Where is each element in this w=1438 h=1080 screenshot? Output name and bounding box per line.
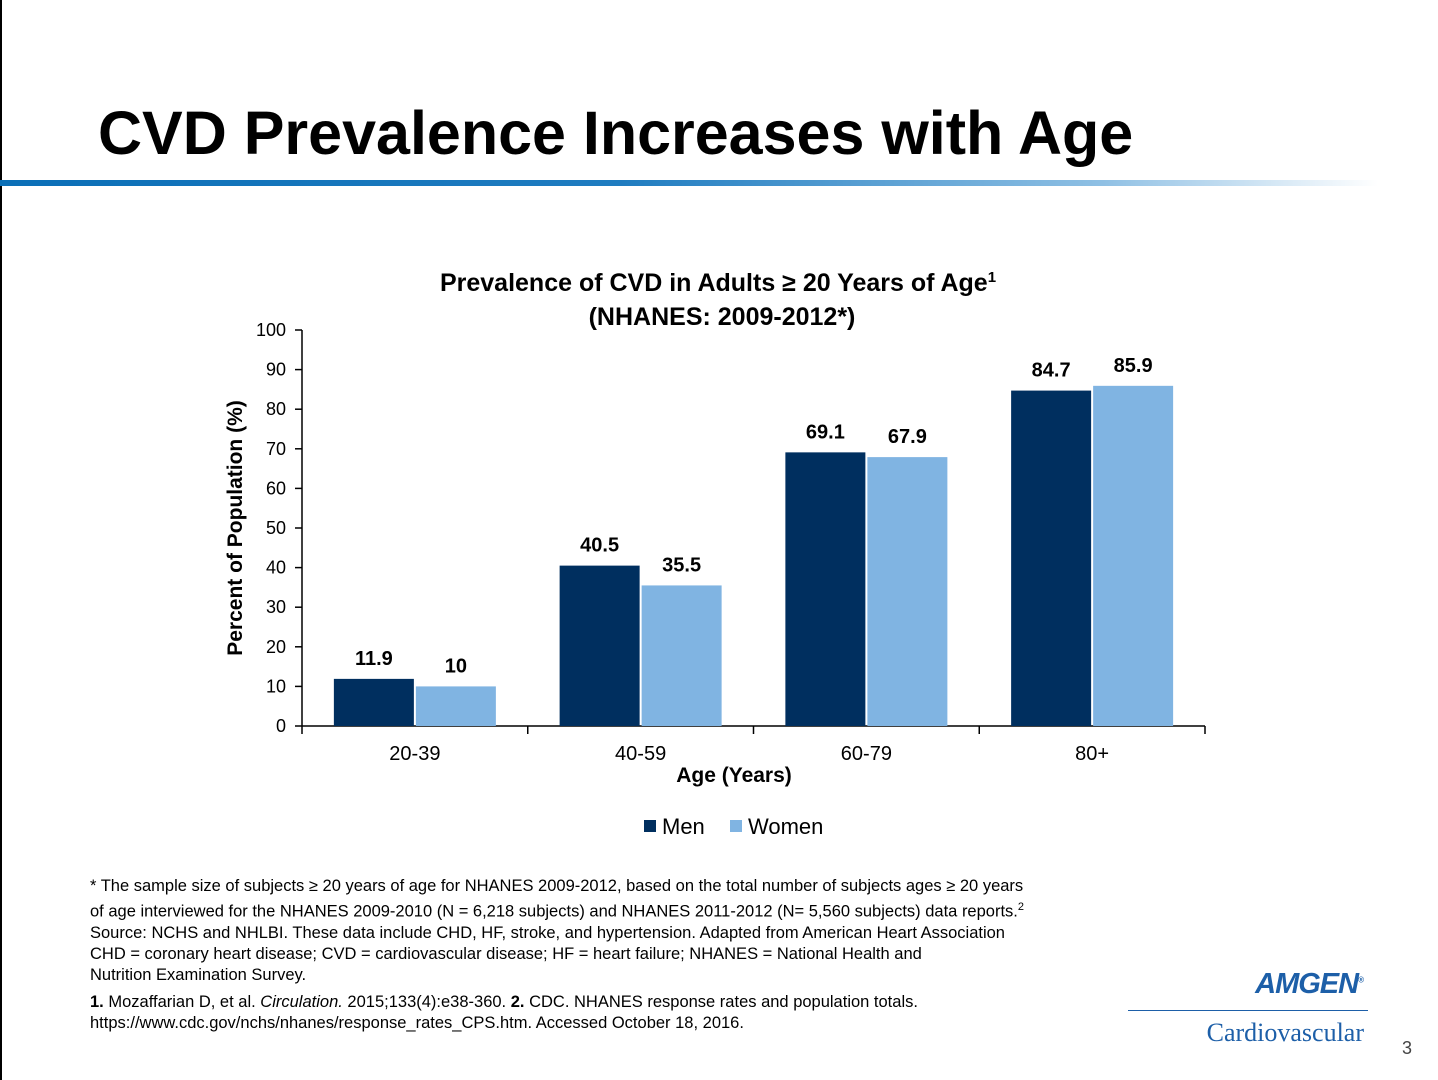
bars-group: 11.9 40.5 69.1 84.7 10 35.5 67.9 85.9 bbox=[333, 355, 1174, 726]
slide-left-border bbox=[0, 0, 2, 1080]
y-tick-label: 90 bbox=[266, 360, 286, 380]
y-tick-label: 50 bbox=[266, 518, 286, 538]
page-number: 3 bbox=[1402, 1038, 1413, 1058]
footnote-line: Nutrition Examination Survey. bbox=[90, 965, 307, 984]
data-label: 69.1 bbox=[806, 421, 845, 443]
bar-women bbox=[641, 585, 722, 726]
slide-title: CVD Prevalence Increases with Age bbox=[98, 99, 1134, 167]
footnote-line: Source: NCHS and NHLBI. These data inclu… bbox=[90, 923, 1005, 942]
y-tick-label: 40 bbox=[266, 558, 286, 578]
footnote-line: of age interviewed for the NHANES 2009-2… bbox=[90, 901, 1025, 921]
legend-swatch-women bbox=[730, 820, 742, 832]
bar-women bbox=[1093, 385, 1174, 726]
chart-title: Prevalence of CVD in Adults ≥ 20 Years o… bbox=[440, 269, 996, 297]
y-tick-label: 70 bbox=[266, 439, 286, 459]
y-tick-label: 30 bbox=[266, 597, 286, 617]
y-tick-label: 20 bbox=[266, 637, 286, 657]
x-tick-label: 20-39 bbox=[389, 743, 440, 765]
legend-label-men: Men bbox=[662, 814, 705, 839]
bar-men bbox=[333, 678, 414, 726]
footnote: * The sample size of subjects ≥ 20 years… bbox=[90, 876, 1130, 1034]
data-label: 67.9 bbox=[888, 426, 927, 448]
bar-men bbox=[1011, 390, 1092, 726]
data-label: 10 bbox=[445, 655, 467, 677]
logo-wordmark: AMGEN® bbox=[1255, 968, 1364, 1000]
title-underline-bar bbox=[0, 180, 1378, 186]
legend-label-women: Women bbox=[748, 814, 823, 839]
y-axis: 0 10 20 30 40 50 60 70 80 90 100 bbox=[256, 320, 303, 736]
x-tick-label: 80+ bbox=[1075, 743, 1109, 765]
y-tick-label: 10 bbox=[266, 676, 286, 696]
y-tick-label: 0 bbox=[276, 716, 286, 736]
x-tick-label: 60-79 bbox=[841, 743, 892, 765]
bar-women bbox=[867, 457, 948, 726]
footnote-line: CHD = coronary heart disease; CVD = card… bbox=[90, 944, 922, 963]
references: 1. Mozaffarian D, et al. Circulation. 20… bbox=[90, 992, 918, 1011]
legend-swatch-men bbox=[644, 820, 656, 832]
legend: Men Women bbox=[644, 814, 823, 839]
y-tick-label: 80 bbox=[266, 399, 286, 419]
data-label: 85.9 bbox=[1114, 355, 1153, 377]
amgen-cardiovascular-logo: AMGEN® Cardiovascular bbox=[1128, 968, 1368, 1048]
data-label: 11.9 bbox=[355, 648, 393, 670]
bar-women bbox=[415, 686, 496, 726]
bar-men bbox=[559, 565, 640, 726]
logo-divider bbox=[1128, 1010, 1368, 1011]
y-tick-label: 100 bbox=[256, 320, 286, 340]
bar-chart: Prevalence of CVD in Adults ≥ 20 Years o… bbox=[224, 269, 1206, 839]
x-axis: 20-39 40-59 60-79 80+ bbox=[301, 725, 1206, 765]
logo-division-name: Cardiovascular bbox=[1206, 1018, 1364, 1047]
data-label: 35.5 bbox=[662, 554, 701, 576]
data-label: 40.5 bbox=[580, 535, 619, 557]
footnote-line: * The sample size of subjects ≥ 20 years… bbox=[90, 877, 1024, 895]
reference-url: https://www.cdc.gov/nchs/nhanes/response… bbox=[90, 1013, 744, 1032]
x-tick-label: 40-59 bbox=[615, 743, 666, 765]
x-axis-label: Age (Years) bbox=[676, 764, 792, 787]
bar-men bbox=[785, 452, 866, 726]
data-label: 84.7 bbox=[1032, 360, 1071, 382]
y-axis-label: Percent of Population (%) bbox=[224, 400, 247, 656]
chart-subtitle: (NHANES: 2009-2012*) bbox=[589, 303, 856, 331]
y-tick-label: 60 bbox=[266, 478, 286, 498]
